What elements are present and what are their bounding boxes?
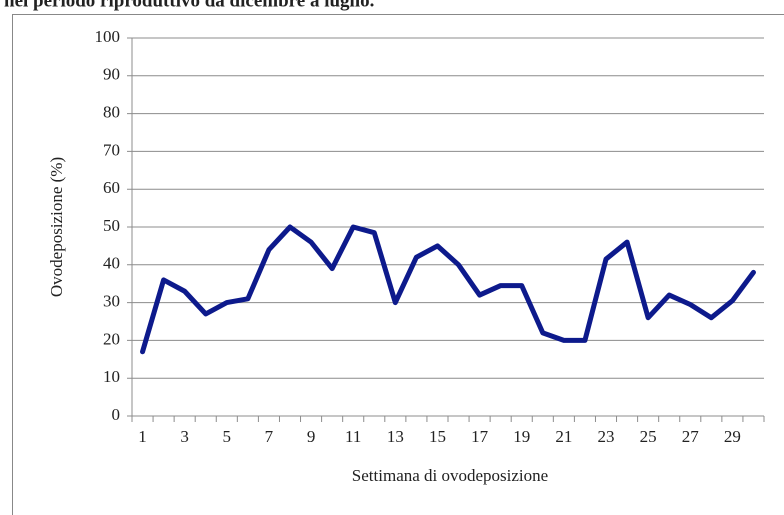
y-tick-label: 40	[103, 254, 120, 273]
x-tick-label: 11	[345, 427, 361, 446]
x-tick-label: 19	[513, 427, 530, 446]
x-tick-label: 7	[265, 427, 274, 446]
y-tick-label: 100	[95, 27, 121, 46]
x-tick-label: 1	[138, 427, 147, 446]
y-tick-label: 80	[103, 103, 120, 122]
data-line	[140, 224, 756, 355]
x-tick-label: 21	[555, 427, 572, 446]
y-tick-label: 10	[103, 367, 120, 386]
x-tick-label: 17	[471, 427, 489, 446]
x-tick-label: 25	[640, 427, 657, 446]
chart-title: nel periodo riproduttivo da dicembre a l…	[4, 0, 374, 11]
y-tick-label: 50	[103, 216, 120, 235]
x-tick-label: 5	[223, 427, 232, 446]
x-tick-label: 27	[682, 427, 700, 446]
y-axis-title: Ovodeposizione (%)	[47, 157, 66, 297]
x-tick-label: 15	[429, 427, 446, 446]
x-axis-title: Settimana di ovodeposizione	[352, 466, 548, 485]
chart-frame	[12, 14, 784, 515]
x-tick-label: 9	[307, 427, 316, 446]
y-tick-label: 0	[112, 405, 121, 424]
y-tick-label: 70	[103, 140, 120, 159]
x-tick-label: 3	[180, 427, 189, 446]
y-tick-label: 20	[103, 329, 120, 348]
x-tick-label: 13	[387, 427, 404, 446]
x-tick-label: 29	[724, 427, 741, 446]
y-tick-label: 60	[103, 178, 120, 197]
y-tick-label: 90	[103, 65, 120, 84]
y-tick-label: 30	[103, 292, 120, 311]
x-tick-label: 23	[598, 427, 615, 446]
